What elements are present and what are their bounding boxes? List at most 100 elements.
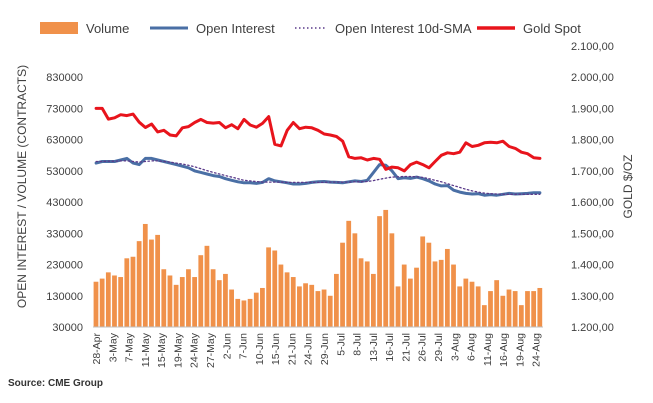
volume-bar [340, 242, 345, 327]
volume-bar [358, 258, 364, 327]
volume-bar [346, 220, 352, 327]
volume-bar [414, 267, 419, 327]
y-left-tick-label: 730000 [46, 103, 83, 115]
y-left-axis-title: OPEN INTEREST / VOLUME (CONTRACTS) [15, 65, 29, 308]
y-left-tick-label: 30000 [52, 322, 83, 334]
x-tick-label: 29-Jul [433, 333, 445, 362]
legend: Volume Open Interest Open Interest 10d-SMA… [40, 21, 581, 36]
x-tick-label: 8-Jul [352, 333, 364, 356]
x-tick-label: 16-Jul [384, 333, 396, 362]
volume-bar [278, 264, 284, 327]
x-tick-label: 7-Jun [238, 333, 250, 359]
volume-bar [130, 256, 136, 327]
x-tick-label: 19-Aug [514, 333, 526, 367]
y-right-tick-label: 1.900,00 [571, 103, 614, 115]
volume-bar [210, 269, 216, 327]
volume-bar [451, 264, 456, 327]
x-tick-label: 24-Aug [531, 333, 543, 367]
volume-bar [352, 233, 358, 327]
volume-bar [370, 273, 376, 327]
volume-bar [253, 292, 259, 327]
x-tick-label: 5-Jul [335, 333, 347, 356]
volume-bar [395, 286, 401, 327]
volume-bar [124, 258, 130, 327]
y-right-tick-label: 1.400,00 [571, 260, 614, 272]
volume-bar [481, 305, 487, 327]
legend-label: Open Interest 10d-SMA [335, 21, 472, 36]
volume-bar [309, 284, 315, 327]
volume-bar [321, 289, 327, 327]
volume-bar [389, 233, 395, 327]
y-right-tick-label: 1.600,00 [571, 197, 614, 209]
x-tick-label: 27-May [205, 332, 217, 368]
volume-bar [235, 298, 241, 327]
y-right-tick-label: 1.300,00 [571, 291, 614, 303]
y-right-tick-label: 1.800,00 [571, 135, 614, 147]
x-tick-label: 2-Jun [221, 333, 233, 359]
volume-bar [438, 259, 444, 327]
volume-bar [247, 298, 253, 327]
volume-bar [469, 281, 475, 327]
y-left-tick-label: 330000 [46, 228, 83, 240]
volume-bar [118, 277, 124, 327]
x-tick-label: 29-Jun [319, 333, 331, 365]
volume-bar [432, 261, 438, 327]
axes: 30000 130000 230000 330000 430000 530000 63000… [15, 41, 635, 368]
volume-bar [444, 248, 450, 327]
volume-bar [93, 281, 99, 327]
x-tick-label: 19-May [172, 332, 184, 368]
y-right-tick-label: 1.500,00 [571, 228, 614, 240]
x-tick-label: 16-Aug [498, 333, 510, 367]
legend-swatch-volume [40, 22, 78, 34]
x-tick-label: 24-Jun [303, 333, 315, 365]
x-tick-label: 7-May [124, 332, 136, 362]
y-left-tick-label: 130000 [46, 291, 83, 303]
volume-bar [223, 273, 228, 327]
legend-label: Open Interest [196, 21, 275, 36]
y-right-tick-label: 2.100,00 [571, 41, 614, 53]
volume-bar [260, 287, 265, 327]
x-tick-label: 3-Aug [449, 333, 461, 361]
volume-bar [383, 209, 389, 327]
volume-bar [136, 241, 142, 327]
volume-bar [186, 269, 191, 327]
volume-bar [179, 277, 185, 327]
volume-bar [149, 239, 154, 327]
open-interest-line [94, 156, 542, 197]
volume-bar [303, 283, 308, 327]
volume-bar [531, 291, 537, 327]
y-right-tick-label: 2.000,00 [571, 72, 614, 84]
volume-bars [93, 209, 543, 327]
volume-bar [401, 264, 407, 327]
y-left-tick-label: 630000 [46, 135, 83, 147]
volume-bar [420, 236, 426, 327]
gold-spot-line [94, 106, 542, 173]
volume-bar [475, 286, 481, 327]
volume-bar [272, 250, 278, 327]
volume-bar [229, 289, 234, 327]
volume-bar [284, 272, 290, 327]
x-tick-label: 21-Jun [286, 333, 298, 365]
volume-bar [198, 255, 204, 327]
x-tick-label: 15-Jun [270, 333, 282, 365]
volume-bar [377, 216, 382, 327]
x-tick-label: 28-Apr [91, 332, 103, 364]
x-tick-label: 24-May [189, 332, 201, 368]
x-tick-label: 26-Jul [417, 333, 429, 362]
volume-bar [204, 245, 210, 327]
volume-bar [537, 287, 543, 327]
y-right-axis-title: GOLD $/OZ [621, 154, 635, 218]
volume-bar [457, 286, 463, 327]
y-right-tick-label: 1.200,00 [571, 322, 614, 334]
x-tick-label: 15-May [156, 332, 168, 368]
source-note: Source: CME Group [8, 378, 104, 389]
y-left-tick-label: 230000 [46, 260, 83, 272]
open-interest-sma-line [95, 160, 541, 195]
volume-bar [364, 261, 370, 327]
volume-bar [105, 272, 111, 327]
volume-bar [192, 277, 197, 327]
volume-bar [426, 242, 432, 327]
volume-bar [142, 223, 148, 327]
legend-label: Gold Spot [523, 21, 581, 36]
